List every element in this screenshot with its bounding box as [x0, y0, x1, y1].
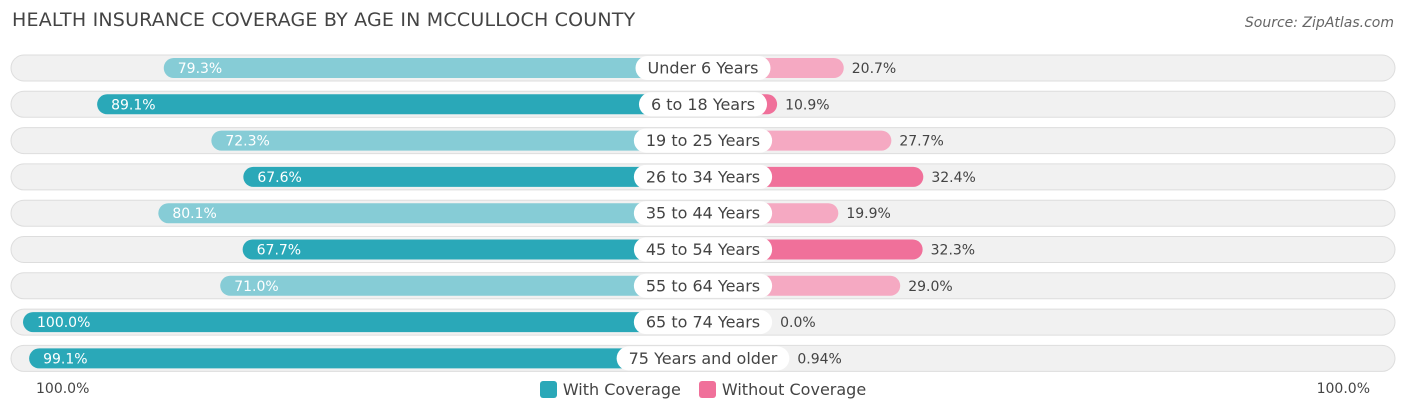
legend: With Coverage Without Coverage: [0, 380, 1406, 399]
with-coverage-bar: [163, 58, 703, 78]
axis-left-label: 100.0%: [36, 381, 90, 397]
legend-with-label: With Coverage: [562, 380, 681, 399]
category-label: 19 to 25 Years: [646, 131, 760, 150]
with-coverage-swatch: [539, 381, 557, 398]
category-label: 35 to 44 Years: [646, 204, 760, 223]
with-coverage-bar: [97, 94, 704, 115]
category-label: 26 to 34 Years: [646, 167, 760, 186]
without-coverage-value: 20.7%: [852, 61, 896, 77]
category-label-pill: [616, 346, 790, 371]
with-coverage-value: 89.1%: [111, 97, 155, 113]
category-label-pill: [635, 56, 771, 80]
category-label: 55 to 64 Years: [646, 276, 760, 295]
category-label: 6 to 18 Years: [651, 95, 755, 114]
without-coverage-value: 0.0%: [780, 315, 816, 331]
chart-title: HEALTH INSURANCE COVERAGE BY AGE IN MCCU…: [12, 9, 636, 31]
with-coverage-value: 79.3%: [178, 61, 222, 77]
with-coverage-bar: [158, 203, 703, 224]
with-coverage-value: 100.0%: [37, 315, 90, 331]
with-coverage-bar: [242, 239, 703, 260]
with-coverage-bar: [220, 275, 703, 296]
without-coverage-swatch: [698, 381, 716, 398]
source-credit: Source: ZipAtlas.com: [1244, 15, 1394, 31]
without-coverage-value: 32.3%: [931, 243, 975, 259]
category-label-pill: [633, 164, 773, 189]
category-label-pill: [633, 310, 773, 335]
without-coverage-value: 19.9%: [846, 206, 890, 222]
with-coverage-value: 99.1%: [43, 351, 87, 367]
category-label-pill: [633, 273, 773, 298]
with-coverage-bar: [23, 312, 703, 333]
with-coverage-bar: [243, 166, 703, 187]
without-coverage-value: 0.94%: [797, 351, 841, 367]
category-label: Under 6 Years: [648, 59, 759, 78]
legend-without-label: Without Coverage: [721, 380, 867, 399]
without-coverage-value: 27.7%: [899, 134, 943, 150]
legend-without-coverage: Without Coverage: [698, 380, 867, 399]
with-coverage-value: 67.6%: [257, 170, 301, 186]
with-coverage-value: 67.7%: [257, 243, 301, 259]
category-label: 65 to 74 Years: [646, 313, 760, 332]
category-label: 75 Years and older: [629, 349, 778, 368]
category-label-pill: [633, 237, 773, 262]
category-label-pill: [633, 128, 773, 153]
without-coverage-value: 29.0%: [908, 279, 952, 295]
category-label-pill: [638, 92, 768, 117]
with-coverage-bar: [29, 348, 704, 369]
with-coverage-bar: [211, 130, 704, 151]
with-coverage-value: 80.1%: [172, 206, 216, 222]
legend-with-coverage: With Coverage: [539, 380, 681, 399]
axis-right-label: 100.0%: [1316, 381, 1370, 397]
without-coverage-value: 10.9%: [785, 97, 829, 113]
with-coverage-value: 72.3%: [225, 134, 269, 150]
category-label-pill: [633, 201, 773, 226]
without-coverage-value: 32.4%: [931, 170, 975, 186]
category-label: 45 to 54 Years: [646, 240, 760, 259]
with-coverage-value: 71.0%: [234, 279, 278, 295]
